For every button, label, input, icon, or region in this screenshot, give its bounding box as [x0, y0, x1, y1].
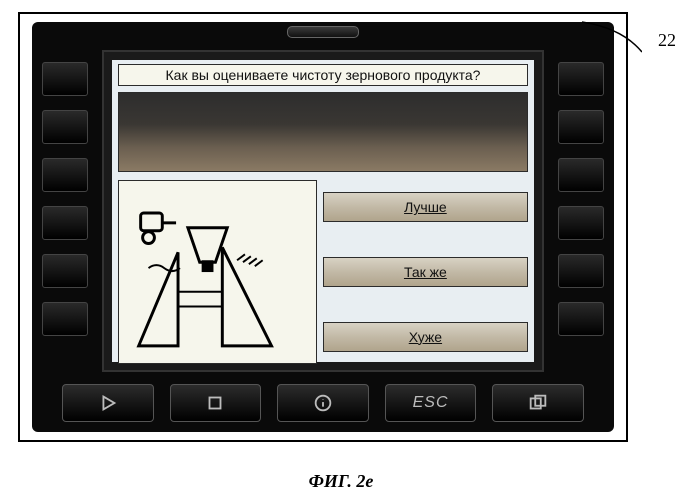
combine-diagram-panel — [118, 180, 317, 364]
softkey-column-right — [558, 62, 604, 336]
figure-caption: ФИГ. 2e — [0, 471, 682, 492]
stop-icon — [204, 392, 226, 414]
softkey-r4[interactable] — [558, 206, 604, 240]
softkey-l2[interactable] — [42, 110, 88, 144]
softkey-l4[interactable] — [42, 206, 88, 240]
screen: Как вы оцениваете чистоту зернового прод… — [112, 60, 534, 362]
softkey-l5[interactable] — [42, 254, 88, 288]
softkey-r6[interactable] — [558, 302, 604, 336]
answer-panel: Лучше Так же Хуже — [323, 180, 528, 364]
grain-sample-band — [118, 92, 528, 172]
softkey-l3[interactable] — [42, 158, 88, 192]
lower-panel: Лучше Так же Хуже — [118, 180, 528, 364]
windows-icon — [527, 392, 549, 414]
stop-button[interactable] — [170, 384, 262, 422]
answer-same-button[interactable]: Так же — [323, 257, 528, 287]
softkey-r3[interactable] — [558, 158, 604, 192]
esc-button[interactable]: ESC — [385, 384, 477, 422]
info-button[interactable] — [277, 384, 369, 422]
info-icon — [312, 392, 334, 414]
hardware-button-row: ESC — [62, 384, 584, 422]
question-title: Как вы оцениваете чистоту зернового прод… — [118, 64, 528, 86]
answer-worse-button[interactable]: Хуже — [323, 322, 528, 352]
combine-diagram-icon — [119, 181, 316, 363]
softkey-r5[interactable] — [558, 254, 604, 288]
softkey-r2[interactable] — [558, 110, 604, 144]
screen-frame: Как вы оцениваете чистоту зернового прод… — [102, 50, 544, 372]
ref-number-22: 22 — [658, 30, 676, 51]
device-bezel: Как вы оцениваете чистоту зернового прод… — [32, 22, 614, 432]
esc-label: ESC — [413, 394, 449, 412]
windows-button[interactable] — [492, 384, 584, 422]
top-indicator — [287, 26, 359, 38]
answer-better-button[interactable]: Лучше — [323, 192, 528, 222]
softkey-r1[interactable] — [558, 62, 604, 96]
softkey-l1[interactable] — [42, 62, 88, 96]
figure-frame: Как вы оцениваете чистоту зернового прод… — [18, 12, 628, 442]
softkey-column-left — [42, 62, 88, 336]
softkey-l6[interactable] — [42, 302, 88, 336]
play-button[interactable] — [62, 384, 154, 422]
play-icon — [97, 392, 119, 414]
